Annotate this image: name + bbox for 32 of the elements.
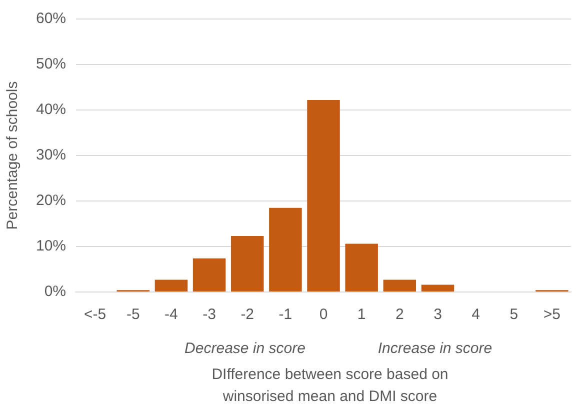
x-tick-label: -3	[202, 306, 216, 324]
y-tick-label: 30%	[36, 146, 66, 164]
y-tick-label: 40%	[36, 101, 66, 118]
text: Decrease in score	[184, 340, 306, 357]
x-tick-label: 3	[434, 306, 442, 324]
bar	[269, 208, 302, 292]
x-tick-label: -4	[164, 306, 178, 324]
y-tick-label: 60%	[36, 10, 66, 28]
y-axis-title: Percentage of schools	[4, 81, 22, 230]
x-tick-label: 4	[472, 306, 480, 324]
bar	[192, 258, 226, 292]
bar	[345, 244, 378, 292]
x-tick-label: >5	[543, 306, 561, 324]
bar	[154, 280, 188, 292]
x-tick-label: 2	[395, 306, 404, 324]
bar	[230, 236, 264, 292]
text: Increase in score	[378, 340, 492, 357]
x-tick-label: 0	[319, 306, 328, 324]
y-tick-label: 50%	[36, 56, 66, 73]
y-tick-label: 10%	[36, 238, 66, 255]
x-tick-label: -5	[126, 306, 140, 324]
bar	[383, 280, 416, 292]
bar	[421, 284, 454, 292]
x-axis-title: DIfference between score based on winsorised mean and DMI score	[210, 365, 450, 407]
bar	[307, 100, 340, 292]
y-tick-label: 20%	[36, 192, 66, 210]
x-tick-label: 5	[510, 306, 518, 324]
x-tick-label: <-5	[84, 306, 106, 324]
x-tick-label: -1	[278, 306, 292, 324]
y-tick-label: 0%	[44, 283, 66, 300]
x-tick-label: -2	[240, 306, 254, 324]
x-tick-label: 1	[357, 306, 366, 324]
